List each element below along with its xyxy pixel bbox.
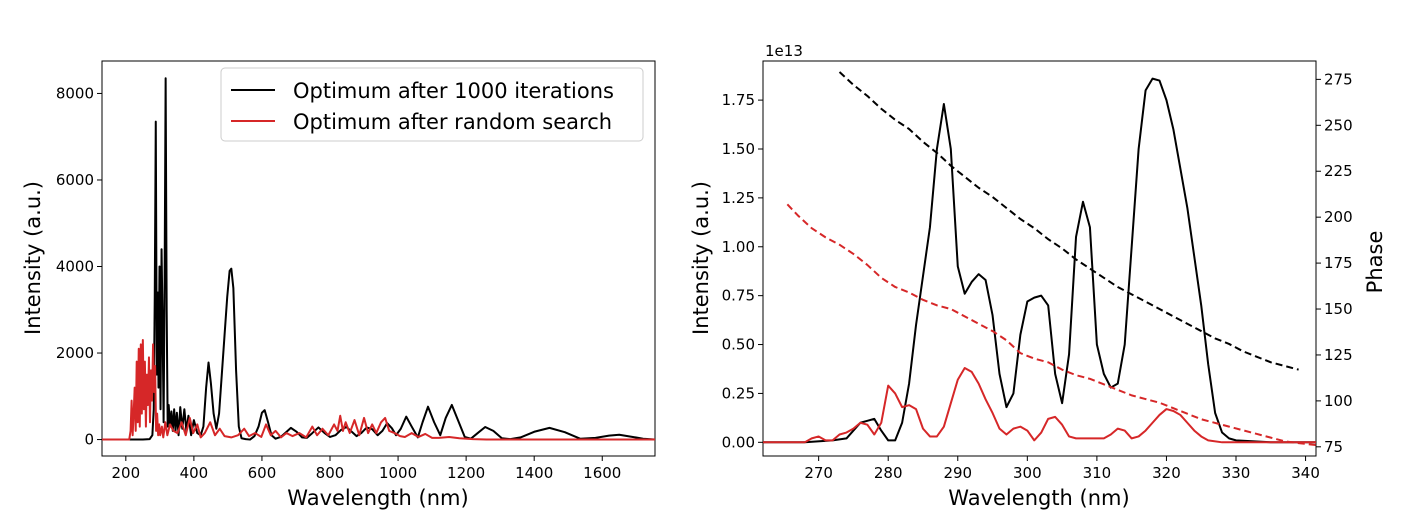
left-x-axis-label: Wavelength (nm)	[287, 486, 468, 510]
left-x-axis-ticks: 200 400 600 800 1000 1200 1400 1600	[112, 456, 621, 482]
right-series-lines	[763, 71, 1316, 446]
series-line-red	[102, 339, 655, 441]
y-tick-label: 1.00	[722, 238, 755, 256]
y2-tick-label: 100	[1324, 392, 1353, 410]
x-tick-label: 200	[112, 464, 141, 482]
x-tick-label: 300	[1013, 464, 1042, 482]
x-tick-label: 800	[316, 464, 345, 482]
x-tick-label: 290	[943, 464, 972, 482]
x-tick-label: 310	[1083, 464, 1112, 482]
y-tick-label: 8000	[56, 84, 94, 102]
legend-label-1000-iterations: Optimum after 1000 iterations	[293, 79, 614, 103]
x-tick-label: 1000	[379, 464, 417, 482]
series-line-red	[763, 367, 1316, 444]
y-tick-label: 0.75	[722, 287, 755, 305]
x-tick-label: 1600	[583, 464, 621, 482]
right-chart-panel: 270 280 290 300 310 320 330 340 0.00 0.25 0.50 0.7…	[689, 42, 1387, 510]
x-tick-label: 270	[804, 464, 833, 482]
left-y-axis-ticks: 0 2000 4000 6000 8000	[56, 84, 102, 449]
y2-tick-label: 275	[1324, 70, 1353, 88]
y-tick-label: 4000	[56, 258, 94, 276]
left-chart-panel: 200 400 600 800 1000 1200 1400 1600 0 2000 4000 60…	[21, 60, 656, 510]
series-line-phase-black	[838, 71, 1299, 371]
x-tick-label: 1400	[515, 464, 553, 482]
right-y2-axis-ticks: 75 100 125 150 175 200 225 250 275	[1316, 70, 1353, 456]
y-tick-label: 2000	[56, 344, 94, 362]
left-y-axis-label: Intensity (a.u.)	[21, 181, 45, 335]
right-y-axis-ticks: 0.00 0.25 0.50 0.75 1.00 1.25 1.50 1.75	[722, 91, 763, 451]
x-tick-label: 330	[1222, 464, 1251, 482]
y2-tick-label: 225	[1324, 162, 1353, 180]
y-tick-label: 1.75	[722, 91, 755, 109]
legend: Optimum after 1000 iterations Optimum af…	[220, 67, 644, 142]
legend-box	[220, 67, 644, 142]
right-plot-frame	[762, 60, 1317, 457]
x-tick-label: 340	[1291, 464, 1320, 482]
right-x-axis-ticks: 270 280 290 300 310 320 330 340	[804, 456, 1320, 482]
y-tick-label: 1.50	[722, 140, 755, 158]
y2-tick-label: 250	[1324, 116, 1353, 134]
legend-label-random-search: Optimum after random search	[293, 110, 612, 134]
y-tick-label: 0.00	[722, 433, 755, 451]
y2-tick-label: 200	[1324, 208, 1353, 226]
offset-text: 1e13	[765, 42, 803, 60]
series-line-black	[102, 77, 655, 441]
y-tick-label: 0.25	[722, 384, 755, 402]
x-tick-label: 400	[180, 464, 209, 482]
x-tick-label: 280	[874, 464, 903, 482]
series-line-black	[763, 77, 1316, 444]
y2-tick-label: 175	[1324, 254, 1353, 272]
left-plot-frame	[101, 60, 656, 457]
right-x-axis-label: Wavelength (nm)	[948, 486, 1129, 510]
left-series-lines	[102, 77, 655, 441]
x-tick-label: 1200	[447, 464, 485, 482]
y-tick-label: 0.50	[722, 336, 755, 354]
y2-tick-label: 75	[1324, 438, 1343, 456]
series-line-phase-red	[786, 203, 1316, 446]
x-tick-label: 320	[1152, 464, 1181, 482]
y-tick-label: 0	[84, 431, 94, 449]
y-tick-label: 1.25	[722, 189, 755, 207]
x-tick-label: 600	[248, 464, 277, 482]
y2-tick-label: 125	[1324, 346, 1353, 364]
y2-tick-label: 150	[1324, 300, 1353, 318]
y-tick-label: 6000	[56, 171, 94, 189]
right-y-axis-label: Intensity (a.u.)	[689, 181, 713, 335]
right-y2-axis-label: Phase	[1363, 231, 1387, 294]
